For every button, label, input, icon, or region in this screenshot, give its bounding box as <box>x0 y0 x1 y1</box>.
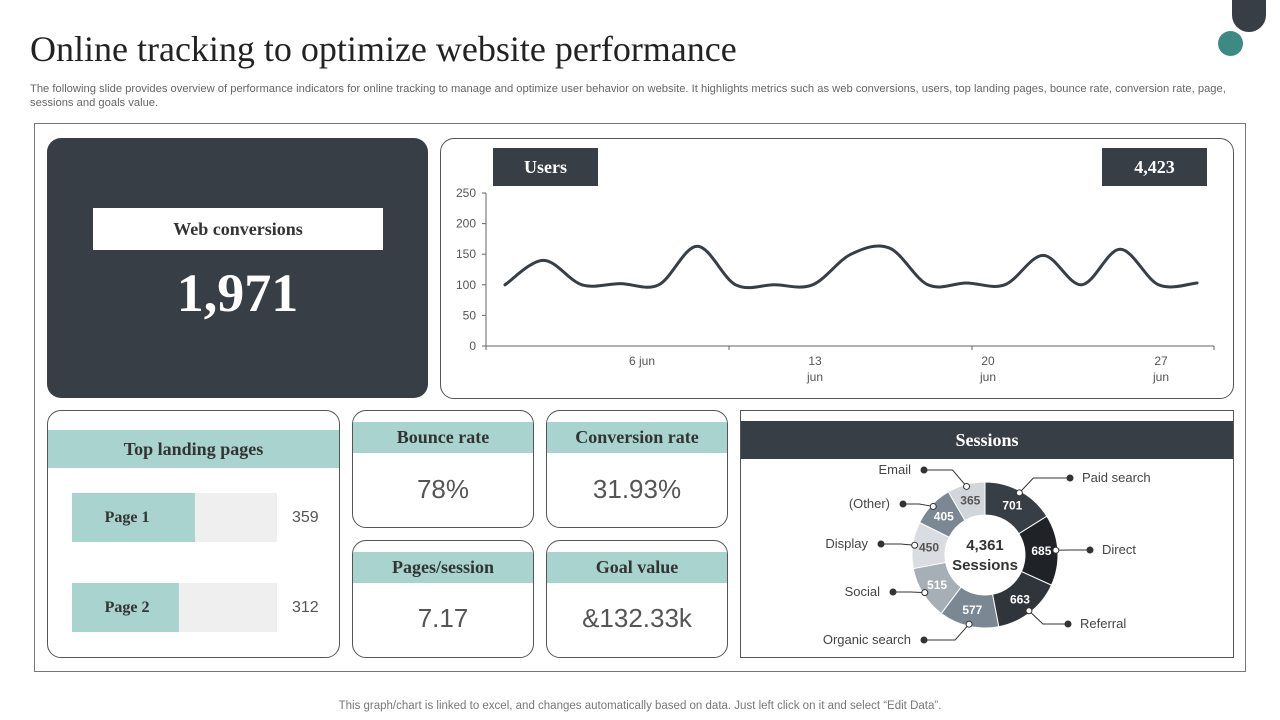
users-x-tick-label: jun <box>806 370 823 384</box>
donut-leader-dot <box>1066 474 1074 482</box>
users-y-tick-label: 200 <box>456 217 476 231</box>
donut-leader-dot <box>877 540 885 548</box>
donut-leader-line <box>924 623 970 641</box>
donut-category-label: Organic search <box>823 632 911 647</box>
landing-page-bar <box>72 493 195 542</box>
users-x-tick-label: 27 <box>1154 354 1168 368</box>
bounce-rate-value: 78% <box>416 474 470 504</box>
donut-leader-dot <box>920 636 928 644</box>
donut-category-label: Paid search <box>1082 470 1151 485</box>
web-conversions-value: 1,971 <box>176 263 299 323</box>
donut-leader-line <box>903 503 934 507</box>
donut-leader-anchor <box>965 620 973 628</box>
donut-slice-value: 701 <box>1002 499 1022 513</box>
users-x-tick-label: 6 jun <box>629 354 655 368</box>
donut-category-label: Social <box>845 584 881 599</box>
donut-leader-anchor <box>921 589 929 597</box>
pages-session-value: 7.17 <box>417 603 469 633</box>
users-x-tick-label: jun <box>1152 370 1169 384</box>
landing-page-row: Page 2 <box>72 583 277 632</box>
footer-note: This graph/chart is linked to excel, and… <box>338 700 942 712</box>
donut-leader-anchor <box>911 541 919 549</box>
landing-page-name: Page 2 <box>104 598 150 616</box>
donut-slice-value: 663 <box>1010 592 1030 606</box>
donut-center <box>945 515 1025 595</box>
landing-page-row: Page 1 <box>72 493 277 542</box>
users-label: Users <box>493 148 598 186</box>
bounce-rate-label: Bounce rate <box>353 422 533 453</box>
donut-leader-line <box>893 591 925 594</box>
donut-leader-dot <box>1064 620 1072 628</box>
landing-page-bar <box>72 583 179 632</box>
donut-leader-anchor <box>1052 546 1060 554</box>
donut-leader-dot <box>889 588 897 596</box>
users-x-tick-label: jun <box>979 370 996 384</box>
donut-slice-value: 577 <box>962 603 982 617</box>
donut-slice-value: 450 <box>919 540 939 554</box>
donut-leader-dot <box>899 500 907 508</box>
landing-page-name: Page 1 <box>104 508 150 526</box>
users-total: 4,423 <box>1102 148 1207 186</box>
donut-leader-line <box>1028 610 1068 625</box>
corner-dot-decoration <box>1218 31 1243 56</box>
users-y-tick-label: 100 <box>456 278 476 292</box>
users-y-tick-label: 250 <box>456 186 476 200</box>
donut-leader-dot <box>920 466 928 474</box>
donut-category-label: Direct <box>1102 542 1136 557</box>
landing-page-count: 359 <box>292 509 319 526</box>
donut-slice-value: 405 <box>934 509 954 523</box>
donut-slice-value: 365 <box>960 493 980 507</box>
users-y-tick-label: 0 <box>469 339 476 353</box>
sessions-center-value: 4,361 <box>966 537 1004 554</box>
dashboard-frame <box>34 123 1246 672</box>
landing-page-count: 312 <box>292 599 319 616</box>
goal-value-value: &132.33k <box>582 603 692 633</box>
donut-leader-anchor <box>1025 607 1033 615</box>
users-x-tick-label: 13 <box>808 354 822 368</box>
pages-session-label: Pages/session <box>353 552 533 583</box>
goal-value-label: Goal value <box>547 552 727 583</box>
donut-slice-value: 515 <box>927 578 947 592</box>
donut-leader-dot <box>1086 546 1094 554</box>
web-conversions-card <box>47 138 428 398</box>
page-title: Online tracking to optimize website perf… <box>30 29 737 69</box>
donut-leader-anchor <box>1015 489 1023 497</box>
web-conversions-label: Web conversions <box>93 208 383 250</box>
users-y-tick-label: 50 <box>463 308 477 322</box>
donut-leader-line <box>881 543 915 546</box>
page-subtitle: The following slide provides overview of… <box>30 83 1226 109</box>
donut-category-label: (Other) <box>849 496 890 511</box>
sessions-label: Sessions <box>741 421 1233 459</box>
donut-slice-value: 685 <box>1031 544 1051 558</box>
donut-category-label: Display <box>825 536 868 551</box>
donut-leader-line <box>1018 477 1070 494</box>
donut-leader-anchor <box>963 482 971 490</box>
top-landing-pages-label: Top landing pages <box>48 430 339 468</box>
users-y-tick-label: 150 <box>456 247 476 261</box>
donut-leader-anchor <box>929 502 937 510</box>
donut-leader-line <box>924 469 967 487</box>
users-series-line <box>503 244 1199 290</box>
donut-category-label: Referral <box>1080 616 1126 631</box>
users-x-tick-label: 20 <box>981 354 995 368</box>
conversion-rate-label: Conversion rate <box>547 422 727 453</box>
donut-category-label: Email <box>878 462 911 477</box>
conversion-rate-value: 31.93% <box>592 474 682 504</box>
corner-decoration <box>1232 0 1266 32</box>
sessions-center-label: Sessions <box>952 557 1018 574</box>
